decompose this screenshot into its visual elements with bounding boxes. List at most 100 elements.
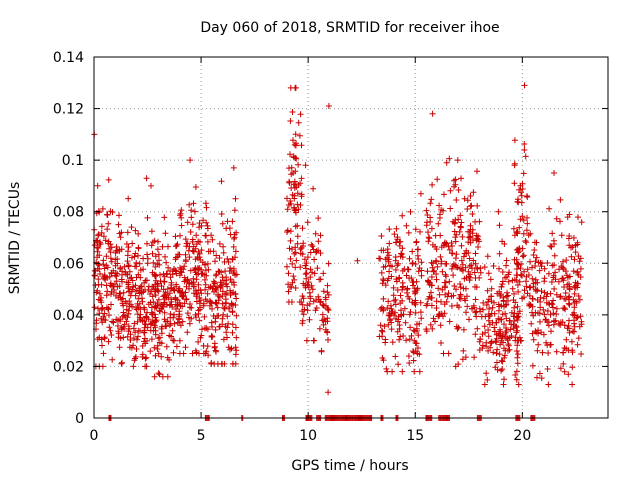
data-point [155, 296, 162, 303]
data-point [523, 239, 530, 246]
data-point [396, 274, 403, 281]
data-point [304, 307, 311, 314]
data-point [177, 212, 184, 219]
data-point [577, 265, 584, 272]
data-point [424, 212, 431, 218]
data-point [515, 313, 522, 320]
data-point [315, 247, 322, 254]
data-point [184, 276, 191, 283]
data-point [113, 316, 120, 323]
data-point [213, 252, 220, 259]
data-point [553, 291, 560, 298]
data-point [120, 324, 127, 330]
data-point [152, 263, 159, 270]
data-point [399, 368, 406, 375]
data-point [133, 304, 139, 311]
data-point [427, 200, 434, 207]
data-point [575, 335, 582, 342]
data-point [441, 191, 447, 198]
data-point [95, 261, 102, 267]
data-point [229, 218, 236, 225]
data-point [148, 336, 155, 343]
data-point [176, 350, 183, 357]
data-point [176, 299, 183, 306]
data-point [433, 298, 440, 305]
data-point [181, 278, 188, 285]
data-point [134, 336, 140, 343]
data-point [213, 287, 220, 293]
data-point [529, 295, 536, 302]
data-point [500, 381, 507, 388]
data-point [304, 219, 311, 226]
data-point [221, 304, 227, 311]
data-point [292, 84, 299, 91]
data-point [152, 292, 159, 299]
data-point [467, 274, 474, 281]
data-point [154, 283, 161, 290]
data-point [387, 302, 394, 309]
data-point [481, 381, 488, 388]
data-point [155, 370, 162, 377]
data-point [206, 302, 213, 309]
data-point [428, 225, 435, 232]
data-point [511, 304, 518, 311]
data-point [454, 157, 461, 164]
data-point [460, 253, 467, 260]
data-point [526, 301, 533, 307]
data-point [195, 307, 202, 314]
data-point [508, 333, 515, 339]
data-point [178, 222, 185, 229]
data-point [294, 233, 301, 240]
data-point [228, 301, 235, 308]
data-point [391, 231, 398, 238]
data-point [94, 182, 101, 189]
data-point [230, 270, 237, 277]
data-point [125, 279, 132, 286]
data-point [156, 339, 163, 346]
data-point [215, 312, 222, 319]
data-point [182, 257, 189, 263]
data-point [189, 236, 196, 243]
data-point [412, 261, 419, 267]
data-point [384, 249, 391, 256]
data-point [443, 273, 449, 280]
data-point [198, 247, 205, 254]
data-point [446, 246, 453, 253]
data-point [403, 222, 410, 229]
data-point [577, 274, 584, 280]
data-point [117, 265, 124, 272]
data-point [177, 289, 184, 296]
data-point [401, 305, 408, 312]
data-point [230, 164, 237, 171]
data-point [428, 289, 434, 296]
data-point [196, 295, 203, 301]
data-point [433, 276, 440, 283]
data-point [456, 295, 463, 302]
data-point [198, 222, 205, 229]
data-point [435, 220, 442, 227]
data-point [472, 296, 479, 303]
data-point [292, 285, 299, 291]
data-point [559, 275, 566, 282]
data-point [463, 309, 469, 316]
data-point [290, 181, 297, 188]
data-point [152, 352, 159, 359]
data-point [289, 279, 296, 286]
data-point [296, 132, 303, 139]
data-point [538, 288, 545, 295]
data-point [152, 303, 159, 310]
data-point [524, 214, 530, 221]
data-point [288, 164, 295, 171]
data-point [148, 320, 155, 327]
data-point [168, 298, 175, 305]
data-point [148, 304, 155, 311]
data-point [480, 299, 487, 306]
data-point [105, 338, 112, 345]
data-point [405, 353, 412, 360]
data-point [232, 344, 239, 351]
data-point [570, 268, 577, 275]
data-point [216, 294, 223, 300]
data-point [227, 231, 234, 238]
data-point [557, 196, 564, 203]
